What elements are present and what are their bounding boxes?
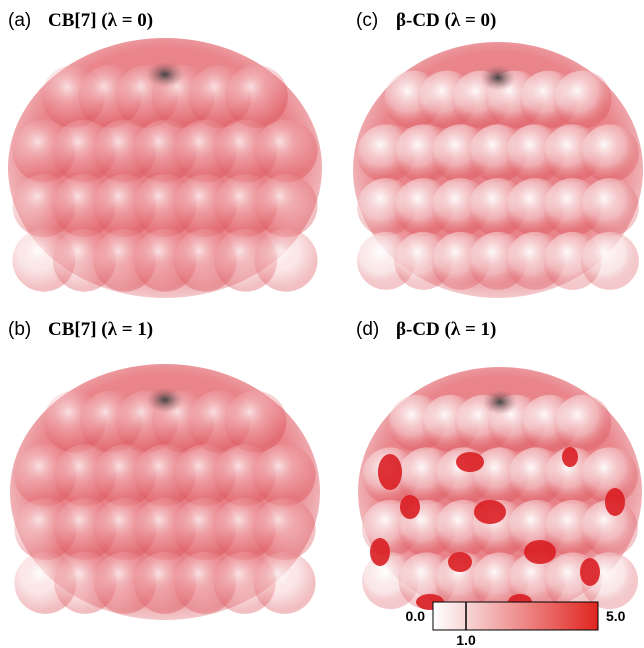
figure: (a) CB[7] (λ = 0) (b) CB[7] (λ = 1) (c) …	[0, 0, 644, 648]
surface-spot	[448, 552, 472, 572]
surface-cavity	[483, 390, 517, 415]
panel-title: β-CD (λ = 0)	[396, 10, 496, 31]
surface-bump	[225, 65, 288, 128]
molecular-surface	[358, 367, 642, 617]
surface-bump	[254, 498, 316, 560]
surface-spot	[400, 495, 420, 519]
surface-cavity	[146, 61, 184, 87]
panel-letter: (a)	[8, 10, 31, 31]
surface-cavity	[481, 65, 516, 91]
surface-spot	[370, 538, 390, 566]
surface-bump	[581, 178, 639, 236]
surface-bump	[255, 120, 318, 183]
molecular-surface	[8, 38, 322, 298]
surface-bump	[581, 232, 639, 290]
surface-spot	[378, 454, 402, 490]
surface-bump	[254, 444, 316, 506]
surface-spot	[580, 558, 600, 586]
surface-bump	[254, 552, 316, 614]
surface-bump	[581, 124, 639, 182]
colorbar-tick-label: 5.0	[606, 608, 626, 624]
surface-cavity	[146, 387, 183, 413]
panel-title: CB[7] (λ = 1)	[48, 319, 153, 340]
panel-letter: (b)	[8, 319, 31, 340]
molecular-surface	[353, 42, 643, 298]
panel-title: β-CD (λ = 1)	[396, 319, 496, 340]
surface-spot	[456, 452, 484, 472]
surface-spot	[562, 447, 578, 467]
molecular-surface	[10, 364, 320, 620]
surface-bump	[224, 391, 286, 453]
panel-letter: (c)	[356, 10, 378, 31]
colorbar-tick-label: 0.0	[406, 608, 426, 624]
colorbar	[433, 602, 598, 630]
panel-letter: (d)	[356, 319, 379, 340]
surface-bump	[554, 395, 611, 452]
surface-bump	[255, 174, 318, 237]
surface-bump	[255, 229, 318, 292]
panel-title: CB[7] (λ = 0)	[48, 10, 153, 31]
surface-bump	[554, 71, 612, 129]
surface-spot	[474, 500, 506, 524]
colorbar-tick-label: 1.0	[456, 632, 476, 648]
surface-spot	[605, 488, 625, 516]
surface-spot	[524, 540, 556, 564]
